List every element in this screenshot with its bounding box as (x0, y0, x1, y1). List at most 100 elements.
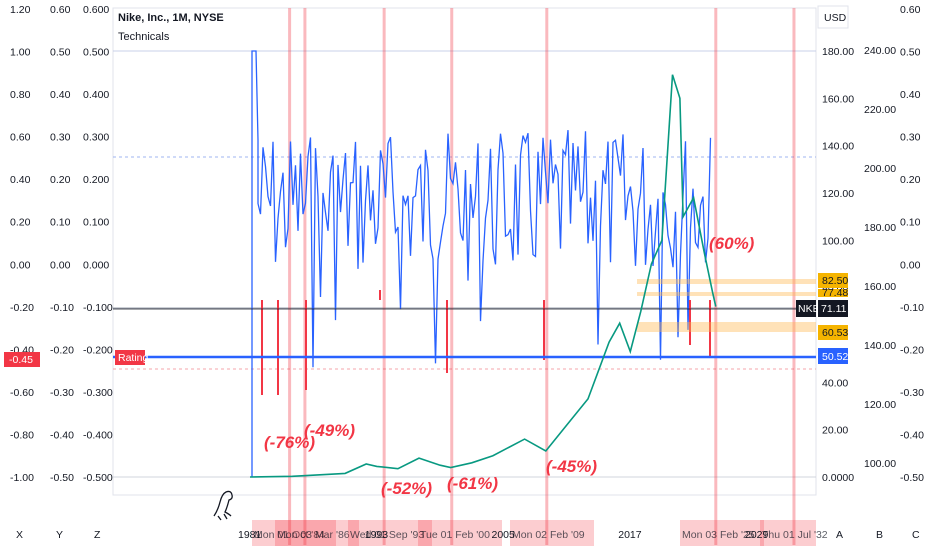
rating-indicator (251, 50, 712, 477)
left-axis-3-tick: 0.400 (83, 89, 109, 101)
axes: 1.20 1.00 0.80 0.60 0.40 0.20 0.00 -0.20 -0.40 -0… (10, 4, 924, 484)
main-axis-tick: 140.00 (822, 141, 854, 153)
main-axis-tick: 40.00 (822, 377, 848, 389)
chart-title: Nike, Inc., 1M, NYSE (118, 12, 224, 24)
grid (112, 7, 817, 496)
left-axis-3-tick: -0.100 (83, 302, 113, 314)
date-tag-bg (760, 520, 816, 546)
highlight-lines (288, 8, 796, 545)
axis-letter: B (876, 529, 883, 541)
date-tag-bg (348, 520, 432, 546)
right-axis-tick: 120.00 (864, 399, 896, 411)
main-axis-tick: 120.00 (822, 188, 854, 200)
left-axis-2-tick: -0.10 (50, 302, 74, 314)
x-axis-year: 1993 (365, 529, 389, 541)
date-tag-label: Mon 03 Mar '86 (277, 529, 350, 541)
far-right-axis-tick: 0.40 (900, 89, 921, 101)
axis-letter: C (912, 529, 920, 541)
chart-subtitle: Technicals (118, 31, 170, 43)
left-axis-1-tick: 1.20 (10, 4, 31, 16)
symbol-label: NKE (798, 303, 820, 315)
left-axis-1-tick: 0.00 (10, 259, 31, 271)
level-bottom-badge (818, 325, 848, 340)
axis-letter: Z (94, 529, 101, 541)
date-tag-bg (680, 520, 764, 546)
left-axis-1-tick: 1.00 (10, 47, 31, 59)
far-right-axis-tick: 0.50 (900, 47, 921, 59)
drawdown-label: (-45%) (546, 457, 597, 476)
left-axis-3-tick: -0.300 (83, 387, 113, 399)
level-top-badge (818, 273, 848, 288)
left-axis-3-tick: -0.500 (83, 472, 113, 484)
date-tag-label: Mon 02 Feb '09 (512, 529, 585, 541)
date-tag-label: Wed 01 Sep '93 (350, 529, 424, 541)
left-axis-3-tick: -0.200 (83, 344, 113, 356)
left-axis-2-tick: 0.10 (50, 217, 71, 229)
date-tag-label: Tue 01 Feb '00 (420, 529, 490, 541)
far-right-axis-tick: -0.20 (900, 344, 924, 356)
right-axis-tick: 240.00 (864, 45, 896, 57)
left-axis-2-tick: -0.30 (50, 387, 74, 399)
date-tag-bg (418, 520, 502, 546)
x-axis-year: 2017 (618, 529, 642, 541)
level-partial-value: 77.48 (822, 287, 848, 299)
right-axis-tick: 140.00 (864, 340, 896, 352)
x-axis-year: 1981 (238, 529, 262, 541)
left-axis-2-tick: 0.30 (50, 132, 71, 144)
currency-button[interactable] (817, 5, 849, 29)
left-axis-3-tick: 0.200 (83, 174, 109, 186)
drawdown-label: (-76%) (264, 433, 315, 452)
last-price-value: 71.11 (821, 303, 847, 315)
date-tag-label: Mon 01 Oct '84 (254, 529, 325, 541)
main-axis-tick: 100.00 (822, 235, 854, 247)
annotations: (-76%)(-49%) (-52%) (-61%) (-45%) (60%) (264, 234, 755, 498)
drawdown-label: (-52%) (381, 479, 432, 498)
far-right-axis-tick: 0.00 (900, 259, 921, 271)
date-tag-label: Thu 01 Jul '32 (762, 529, 828, 541)
level-top-value: 82.50 (822, 275, 848, 287)
axis-letter: Y (56, 529, 63, 541)
left-axis-1-tick: -1.00 (10, 472, 34, 484)
far-right-axis-tick: -0.30 (900, 387, 924, 399)
dinosaur-icon (213, 490, 233, 521)
band-mid (637, 292, 816, 296)
level-bottom-value: 60.53 (822, 327, 848, 339)
band-bottom (637, 322, 816, 332)
rating-level-badge (818, 348, 848, 364)
left-axis-1-tick: 0.20 (10, 217, 31, 229)
axis-letter: X (16, 529, 23, 541)
far-right-axis-tick: -0.50 (900, 472, 924, 484)
left-axis-1-tick: -0.20 (10, 302, 34, 314)
main-axis-tick: 160.00 (822, 93, 854, 105)
left-marker-value: -0.45 (9, 354, 33, 366)
price-series (249, 74, 717, 478)
left-axis-2-tick: 0.60 (50, 4, 71, 16)
far-right-axis-tick: 0.60 (900, 4, 921, 16)
left-axis-3-tick: 0.000 (83, 259, 109, 271)
far-right-axis-tick: 0.10 (900, 217, 921, 229)
last-price-badge (818, 300, 848, 317)
right-axis-tick: 220.00 (864, 104, 896, 116)
left-axis-1-tick: 0.60 (10, 132, 31, 144)
far-right-axis-tick: 0.30 (900, 132, 921, 144)
right-axis-tick: 100.00 (864, 458, 896, 470)
far-right-axis-tick: -0.40 (900, 429, 924, 441)
left-axis-3-tick: 0.600 (83, 4, 109, 16)
plot-border (112, 7, 817, 496)
left-axis-2-tick: -0.40 (50, 429, 74, 441)
axis-letter: A (836, 529, 843, 541)
left-axis-3-tick: 0.500 (83, 47, 109, 59)
left-axis-1-tick: 0.80 (10, 89, 31, 101)
drawdown-label: (-61%) (447, 474, 498, 493)
left-axis-3-tick: -0.400 (83, 429, 113, 441)
drawdown-label: (-49%) (304, 421, 355, 440)
price-line (249, 74, 717, 478)
rating-label-badge (115, 350, 145, 365)
right-axis-tick: 160.00 (864, 281, 896, 293)
x-axis-year: 2029 (745, 529, 769, 541)
band-top (637, 279, 816, 284)
main-axis-tick: 0.0000 (822, 472, 854, 484)
far-right-axis-tick: 0.20 (900, 174, 921, 186)
